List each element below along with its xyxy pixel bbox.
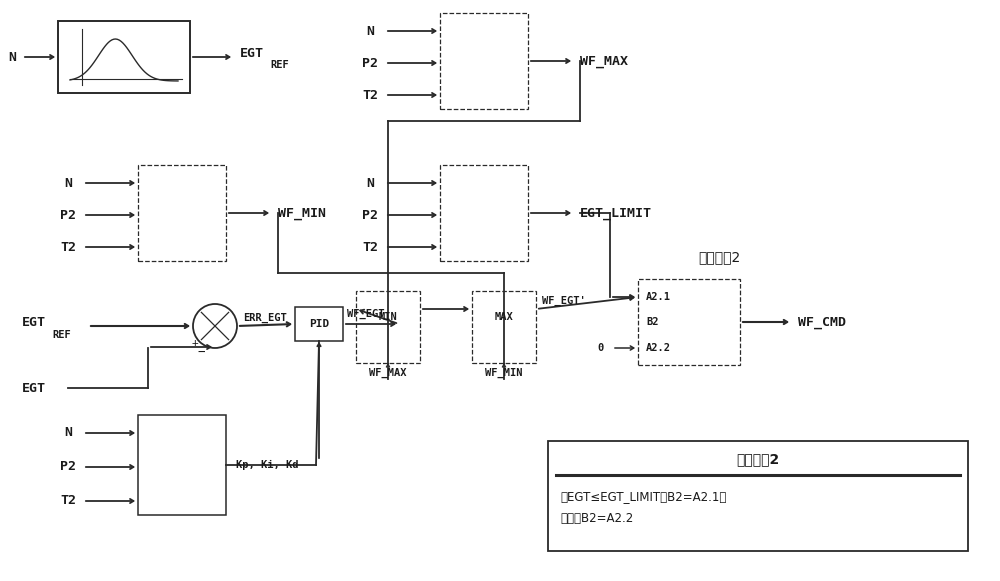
- Bar: [472, 291, 536, 363]
- Text: PID: PID: [309, 319, 329, 329]
- Text: EGT_LIMIT: EGT_LIMIT: [580, 206, 652, 220]
- Text: ERR_EGT: ERR_EGT: [243, 313, 287, 323]
- Text: 若EGT≤EGT_LIMIT，B2=A2.1；: 若EGT≤EGT_LIMIT，B2=A2.1；: [560, 490, 726, 504]
- Bar: [440, 165, 528, 261]
- Text: P2: P2: [60, 209, 76, 221]
- Text: REF: REF: [270, 60, 289, 70]
- Text: WF_EGT: WF_EGT: [347, 309, 385, 319]
- Text: WF_MAX: WF_MAX: [580, 55, 628, 67]
- Text: MIN: MIN: [379, 312, 397, 322]
- Text: WF_EGT': WF_EGT': [542, 296, 586, 306]
- Text: N: N: [366, 177, 374, 189]
- Text: EGT: EGT: [22, 315, 46, 328]
- Text: B2: B2: [646, 317, 658, 327]
- Bar: [548, 441, 968, 551]
- Text: T2: T2: [362, 241, 378, 253]
- Text: A2.2: A2.2: [646, 343, 671, 353]
- Text: REF: REF: [52, 330, 71, 340]
- Text: N: N: [64, 177, 72, 189]
- Text: +: +: [192, 338, 198, 348]
- Text: −: −: [197, 346, 205, 358]
- Text: EGT: EGT: [22, 382, 46, 394]
- Text: 选择逻辑2: 选择逻辑2: [698, 250, 740, 264]
- Text: WF_CMD: WF_CMD: [798, 315, 846, 328]
- Text: EGT: EGT: [240, 46, 264, 59]
- Text: T2: T2: [362, 88, 378, 102]
- Bar: [440, 13, 528, 109]
- Text: 选择逻辑2: 选择逻辑2: [736, 452, 780, 466]
- Text: A2.1: A2.1: [646, 292, 671, 302]
- Text: WF_MAX: WF_MAX: [369, 368, 407, 378]
- Text: Kp, Ki, Kd: Kp, Ki, Kd: [236, 460, 299, 470]
- Text: 否则，B2=A2.2: 否则，B2=A2.2: [560, 512, 633, 525]
- Bar: [356, 291, 420, 363]
- Bar: [138, 415, 226, 515]
- Text: WF_MIN: WF_MIN: [278, 206, 326, 220]
- Bar: [638, 279, 740, 365]
- Bar: [138, 165, 226, 261]
- Text: N: N: [64, 426, 72, 439]
- Text: P2: P2: [60, 461, 76, 474]
- Text: WF_MIN: WF_MIN: [485, 368, 523, 378]
- Text: MAX: MAX: [495, 312, 513, 322]
- Text: 0: 0: [597, 343, 603, 353]
- Text: P2: P2: [362, 56, 378, 70]
- Bar: [295, 307, 343, 341]
- Text: T2: T2: [60, 494, 76, 507]
- Text: N: N: [366, 24, 374, 38]
- Text: P2: P2: [362, 209, 378, 221]
- Text: N: N: [8, 51, 16, 63]
- Text: T2: T2: [60, 241, 76, 253]
- Bar: [58, 21, 190, 93]
